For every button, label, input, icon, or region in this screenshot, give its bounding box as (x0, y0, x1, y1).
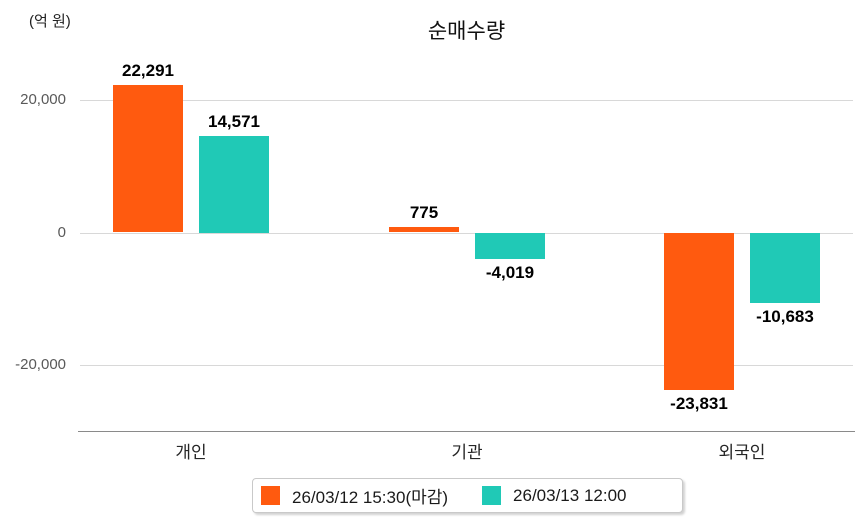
legend-label-series2: 26/03/13 12:00 (513, 485, 627, 505)
bar-개인-series1 (113, 84, 183, 233)
x-axis-label-개인: 개인 (175, 443, 207, 462)
bar-외국인-series1 (664, 232, 734, 391)
y-tick-label: -20,000 (15, 356, 66, 373)
legend-swatch-series2 (482, 486, 502, 505)
legend-item-series1: 26/03/12 15:30(마감) (261, 483, 448, 508)
legend: 26/03/12 15:30(마감) 26/03/13 12:00 (252, 478, 683, 513)
y-axis-unit-label: (억 원) (29, 13, 71, 30)
gridline--20000 (80, 365, 853, 366)
bar-기관-series2 (475, 232, 545, 260)
gridline-0 (80, 232, 853, 234)
y-tick-label: 20,000 (20, 91, 66, 108)
x-axis-label-외국인: 외국인 (718, 443, 766, 462)
bar-개인-series2 (199, 136, 269, 233)
legend-item-series2: 26/03/13 12:00 (482, 485, 627, 506)
value-label-개인-series2: 14,571 (208, 112, 260, 131)
x-axis-line (78, 431, 855, 432)
legend-swatch-series1 (261, 486, 280, 505)
x-axis-label-기관: 기관 (451, 443, 483, 462)
value-label-기관-series2: -4,019 (485, 263, 535, 283)
legend-label-series1: 26/03/12 15:30(마감) (292, 488, 449, 507)
y-tick-label: 0 (57, 223, 66, 241)
chart-title: 순매수량 (427, 20, 506, 43)
value-label-외국인-series1: -23,831 (670, 394, 728, 414)
value-label-개인-series1: 22,291 (122, 60, 174, 80)
value-label-기관-series1: 775 (409, 203, 439, 223)
bar-외국인-series2 (750, 232, 820, 304)
value-label-외국인-series2: -10,683 (756, 307, 814, 327)
bar-기관-series1 (389, 227, 459, 233)
gridline-20000 (80, 100, 853, 101)
